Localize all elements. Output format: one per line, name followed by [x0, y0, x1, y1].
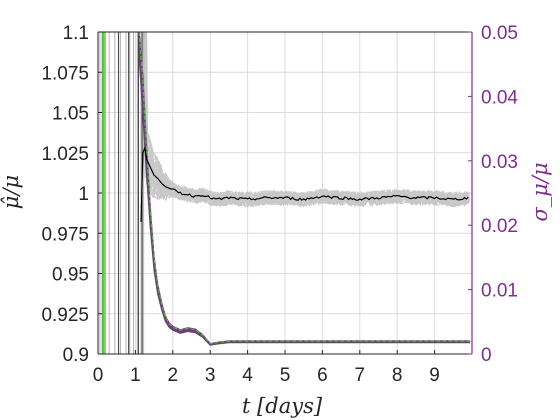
x-tick-label-7: 7 — [355, 365, 366, 386]
ensemble-line-16 — [144, 31, 470, 207]
x-tick-label-1: 1 — [130, 365, 141, 386]
y-left-tick-label-8: 0.9 — [63, 345, 89, 366]
axes — [97, 31, 473, 355]
y-right-tick-label-4: 0.01 — [481, 281, 518, 302]
ensemble-line-4 — [144, 31, 470, 207]
ensemble-line-13 — [144, 31, 470, 208]
x-tick-label-3: 3 — [205, 365, 216, 386]
x-tick-label-9: 9 — [429, 365, 440, 386]
x-axis-label: t [days] — [242, 394, 323, 418]
y-left-tick-labels: 1.1 1.075 1.05 1.025 1 0.975 0.95 0.925 0.9 — [41, 23, 89, 366]
y-left-tick-label-4: 1 — [78, 184, 89, 205]
y-left-tick-label-7: 0.925 — [41, 305, 89, 326]
std-line-3 — [138, 31, 471, 345]
y-right-tick-label-2: 0.03 — [481, 152, 518, 173]
ensemble-line-23 — [143, 31, 469, 207]
y-left-tick-label-1: 1.075 — [41, 63, 89, 84]
y-right-tick-label-3: 0.02 — [481, 216, 518, 237]
ensemble-line-12 — [143, 31, 469, 208]
y-left-tick-label-5: 0.975 — [41, 224, 89, 245]
ensemble-line-17 — [144, 31, 470, 208]
ensemble-line-10 — [143, 31, 470, 207]
std-lines — [138, 31, 471, 346]
ensemble-line-6 — [146, 31, 469, 208]
mean-line — [140, 145, 469, 223]
ensemble-line-19 — [144, 31, 470, 207]
y-left-tick-label-6: 0.95 — [52, 265, 89, 286]
ensemble-line-21 — [145, 31, 468, 207]
ensemble-line-24 — [143, 31, 469, 208]
ensemble-line-15 — [146, 31, 469, 208]
y-left-tick-label-3: 1.025 — [41, 144, 89, 165]
ensemble-line-2 — [145, 31, 469, 208]
ensemble-line-5 — [144, 31, 470, 207]
y-right-tick-labels: 0.05 0.04 0.03 0.02 0.01 0 — [481, 23, 518, 366]
x-tick-label-5: 5 — [280, 365, 291, 386]
x-tick-label-8: 8 — [392, 365, 403, 386]
y-left-tick-label-0: 1.1 — [63, 23, 89, 44]
ensemble-line-7 — [144, 31, 470, 207]
x-tick-label-4: 4 — [242, 365, 253, 386]
ensemble-line-1 — [143, 31, 469, 207]
y-right-tick-label-5: 0 — [481, 345, 492, 366]
ensemble-line-3 — [143, 31, 469, 207]
ensemble-line-9 — [143, 31, 469, 209]
y-right-tick-label-0: 0.05 — [481, 23, 518, 44]
y-left-tick-label-2: 1.05 — [52, 104, 89, 125]
ensemble-line-25 — [145, 31, 469, 207]
ensemble-line-8 — [145, 31, 471, 208]
ensemble-line-0 — [144, 31, 470, 207]
y-right-tick-label-1: 0.04 — [481, 87, 518, 108]
ensemble-line-11 — [145, 31, 469, 206]
std-line-green — [138, 31, 471, 345]
mean-estimate-line — [140, 145, 469, 223]
ensemble-line-22 — [145, 31, 471, 208]
y-right-axis-label: σ_μ/μ — [528, 162, 552, 221]
ensemble-line-20 — [146, 31, 469, 207]
y-left-axis-label: μ̂/μ — [0, 175, 23, 209]
x-tick-labels: 0 1 2 3 4 5 6 7 8 9 — [93, 365, 440, 386]
ensemble-line-18 — [143, 31, 469, 208]
std-line-5 — [138, 31, 471, 345]
std-line-4 — [138, 31, 471, 345]
x-tick-label-0: 0 — [93, 365, 104, 386]
ensemble-line-14 — [144, 31, 470, 208]
x-tick-label-6: 6 — [317, 365, 328, 386]
std-line-dark — [138, 48, 471, 346]
x-tick-label-2: 2 — [168, 365, 179, 386]
